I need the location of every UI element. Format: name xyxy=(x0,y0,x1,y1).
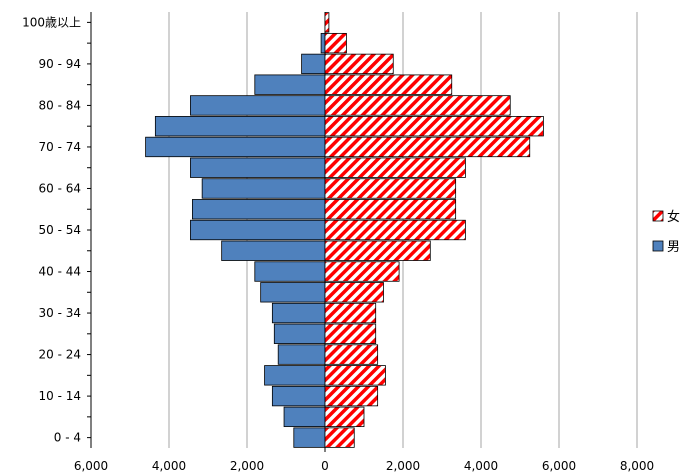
labels: 0 - 4 10 - 14 20 - 24 30 - 34 40 - 44 50 - 54… xyxy=(22,15,654,473)
bar-female xyxy=(324,157,466,178)
bar-male xyxy=(264,365,326,386)
bar-male xyxy=(190,95,326,116)
bar-male xyxy=(254,74,326,95)
legend-swatch xyxy=(652,240,664,252)
bar-female xyxy=(324,116,544,137)
bar-female xyxy=(324,282,384,303)
bar-male xyxy=(190,157,326,178)
bars xyxy=(145,12,544,448)
bar-male xyxy=(260,282,326,303)
y-tick-label: 70 - 74 xyxy=(39,140,82,154)
y-tick-label: 100歳以上 xyxy=(22,15,81,29)
x-tick-label: 0 xyxy=(321,459,329,473)
bar-male xyxy=(190,219,326,241)
bar-male xyxy=(277,344,326,365)
legend-label: 女 xyxy=(667,209,680,225)
bar-female xyxy=(324,136,531,158)
bar-female xyxy=(324,12,330,33)
y-tick-label: 30 - 34 xyxy=(39,306,82,320)
bar-female xyxy=(324,74,453,95)
y-tick-label: 40 - 44 xyxy=(39,265,82,279)
bar-female xyxy=(324,302,377,324)
bar-female xyxy=(324,385,379,407)
bar-female xyxy=(324,219,466,241)
bar-female xyxy=(324,406,365,428)
bar-female xyxy=(324,323,377,344)
bar-male xyxy=(271,385,326,407)
y-tick-label: 60 - 64 xyxy=(39,181,82,195)
x-tick-label: 8,000 xyxy=(620,459,654,473)
x-tick-label: 6,000 xyxy=(74,459,108,473)
x-tick-label: 2,000 xyxy=(230,459,264,473)
bar-male xyxy=(254,261,326,282)
bar-female xyxy=(324,32,347,54)
y-tick-label: 90 - 94 xyxy=(39,57,82,71)
x-tick-label: 4,000 xyxy=(152,459,186,473)
bar-female xyxy=(324,199,457,220)
bar-male xyxy=(201,178,326,199)
bar-female xyxy=(324,365,386,386)
y-tick-label: 80 - 84 xyxy=(39,98,82,112)
bar-male xyxy=(221,240,326,261)
bar-female xyxy=(324,95,511,116)
bar-female xyxy=(324,178,457,199)
bar-female xyxy=(324,344,379,365)
bar-female xyxy=(324,53,394,75)
bar-male xyxy=(273,323,326,344)
y-tick-label: 50 - 54 xyxy=(39,223,82,237)
bar-male xyxy=(154,116,326,137)
bar-male xyxy=(271,302,326,324)
bar-male xyxy=(320,32,326,54)
y-tick-label: 20 - 24 xyxy=(39,348,82,362)
y-tick-label: 0 - 4 xyxy=(54,431,81,445)
bar-female xyxy=(324,240,431,261)
legend-swatch xyxy=(652,210,664,222)
x-tick-label: 4,000 xyxy=(464,459,498,473)
x-tick-label: 6,000 xyxy=(542,459,576,473)
bar-male xyxy=(293,427,326,448)
y-tick-label: 10 - 14 xyxy=(39,389,82,403)
legend: 女男 xyxy=(652,209,680,255)
bar-male xyxy=(191,199,326,220)
x-tick-label: 2,000 xyxy=(386,459,420,473)
bar-female xyxy=(324,261,400,282)
bar-male xyxy=(145,136,326,158)
legend-label: 男 xyxy=(667,240,680,255)
bar-female xyxy=(324,427,355,448)
bar-male xyxy=(301,53,326,75)
bar-male xyxy=(283,406,326,428)
